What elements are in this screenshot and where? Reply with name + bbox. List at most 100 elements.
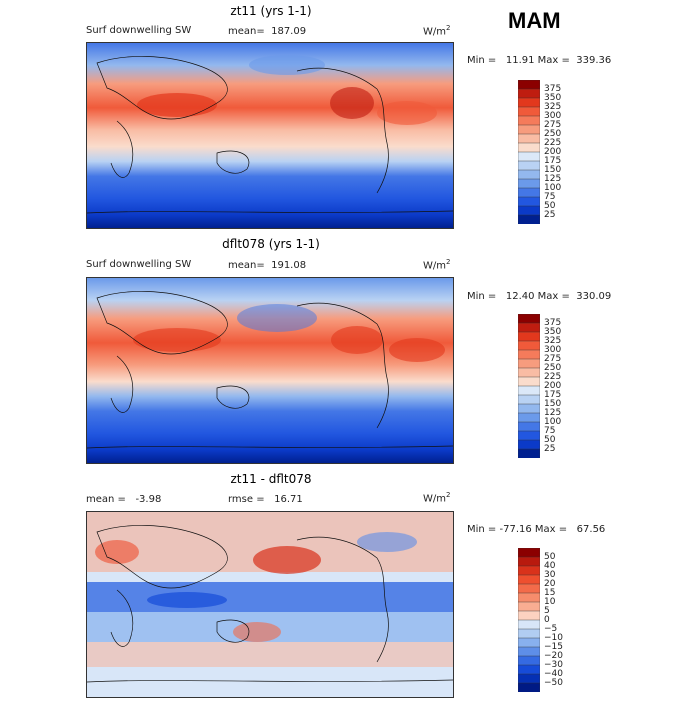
colorbar-tick-label: −10 — [544, 633, 563, 643]
colorbar-box-12 — [518, 655, 540, 666]
colorbar-tick-label: 50 — [544, 552, 556, 562]
colorbar-box-8 — [518, 385, 540, 396]
colorbar-box-1 — [518, 88, 540, 99]
colorbar-tick-label: 200 — [544, 147, 562, 157]
colorbar-tick-label: 100 — [544, 417, 562, 427]
panel-2-map — [86, 277, 454, 464]
panel-1-title: zt11 (yrs 1-1) — [230, 4, 312, 18]
colorbar-tick-label: −40 — [544, 669, 563, 679]
colorbar-tick-label: 250 — [544, 129, 562, 139]
colorbar-box-3 — [518, 574, 540, 585]
colorbar-tick-label: −20 — [544, 651, 563, 661]
colorbar-box-11 — [518, 178, 540, 189]
colorbar-tick-label: 300 — [544, 111, 562, 121]
colorbar-box-15 — [518, 682, 540, 692]
colorbar-tick-label: 325 — [544, 336, 562, 346]
panel-3-units: W/m2 — [423, 491, 450, 504]
colorbar-tick-label: 275 — [544, 120, 562, 130]
panel-1-units: W/m2 — [423, 24, 450, 37]
panel-3-colorbar — [518, 548, 540, 692]
panel-2-colorbar — [518, 314, 540, 458]
colorbar-tick-label: 50 — [544, 201, 556, 211]
colorbar-tick-label: 75 — [544, 192, 556, 202]
colorbar-box-8 — [518, 619, 540, 630]
panel-2-variable: Surf downwelling SW — [86, 259, 192, 270]
colorbar-box-4 — [518, 349, 540, 360]
panel-2-field — [86, 278, 454, 463]
colorbar-box-11 — [518, 412, 540, 423]
colorbar-tick-label: 325 — [544, 102, 562, 112]
panel-3-rmse: rmse = 16.71 — [228, 494, 303, 505]
colorbar-tick-label: −50 — [544, 678, 563, 688]
panel-3-minmax: Min = -77.16 Max = 67.56 — [467, 524, 606, 535]
colorbar-tick-label: 30 — [544, 570, 556, 580]
colorbar-box-0 — [518, 314, 540, 324]
panel-3-colorbar-boxes — [518, 548, 540, 692]
colorbar-tick-label: 275 — [544, 354, 562, 364]
colorbar-box-7 — [518, 376, 540, 387]
panel-3-title: zt11 - dflt078 — [230, 472, 312, 486]
colorbar-tick-label: 300 — [544, 345, 562, 355]
colorbar-tick-label: −30 — [544, 660, 563, 670]
colorbar-box-8 — [518, 151, 540, 162]
colorbar-tick-label: −15 — [544, 642, 563, 652]
colorbar-tick-label: 50 — [544, 435, 556, 445]
colorbar-tick-label: 200 — [544, 381, 562, 391]
colorbar-box-9 — [518, 628, 540, 639]
colorbar-tick-label: 100 — [544, 183, 562, 193]
panel-3-map — [86, 511, 454, 698]
panel-2-minmax: Min = 12.40 Max = 330.09 — [467, 291, 612, 302]
colorbar-box-3 — [518, 106, 540, 117]
colorbar-box-6 — [518, 367, 540, 378]
colorbar-box-10 — [518, 637, 540, 648]
colorbar-tick-label: 150 — [544, 399, 562, 409]
colorbar-tick-label: 15 — [544, 588, 556, 598]
colorbar-tick-label: 125 — [544, 174, 562, 184]
panel-3-units-base: W/m — [423, 493, 446, 505]
colorbar-box-14 — [518, 673, 540, 684]
colorbar-tick-label: 40 — [544, 561, 556, 571]
panel-2-units-sup: 2 — [446, 258, 451, 266]
colorbar-box-2 — [518, 565, 540, 576]
panel-1-units-sup: 2 — [446, 24, 451, 32]
season-label: MAM — [508, 8, 561, 33]
panel-2-mean: mean= 191.08 — [228, 260, 307, 271]
colorbar-tick-label: 175 — [544, 390, 562, 400]
colorbar-tick-label: 375 — [544, 84, 562, 94]
colorbar-tick-label: 75 — [544, 426, 556, 436]
colorbar-box-14 — [518, 439, 540, 450]
colorbar-box-7 — [518, 142, 540, 153]
colorbar-box-11 — [518, 646, 540, 657]
colorbar-box-9 — [518, 394, 540, 405]
colorbar-tick-label: 375 — [544, 318, 562, 328]
colorbar-box-13 — [518, 430, 540, 441]
panel-1-units-base: W/m — [423, 26, 446, 38]
colorbar-box-5 — [518, 358, 540, 369]
colorbar-box-12 — [518, 187, 540, 198]
colorbar-tick-label: −5 — [544, 624, 558, 634]
colorbar-tick-label: 25 — [544, 444, 556, 454]
colorbar-box-10 — [518, 169, 540, 180]
colorbar-box-5 — [518, 592, 540, 603]
panel-1-mean: mean= 187.09 — [228, 26, 307, 37]
colorbar-tick-label: 250 — [544, 363, 562, 373]
panel-1-minmax: Min = 11.91 Max = 339.36 — [467, 55, 612, 66]
panel-2-units: W/m2 — [423, 258, 450, 271]
colorbar-tick-label: 225 — [544, 372, 562, 382]
panel-2-title: dflt078 (yrs 1-1) — [222, 237, 320, 251]
colorbar-box-14 — [518, 205, 540, 216]
panel-1-field — [86, 43, 454, 228]
colorbar-tick-label: 175 — [544, 156, 562, 166]
colorbar-box-4 — [518, 583, 540, 594]
colorbar-tick-label: 25 — [544, 210, 556, 220]
panel-1-map — [86, 42, 454, 229]
colorbar-tick-label: 150 — [544, 165, 562, 175]
colorbar-box-4 — [518, 115, 540, 126]
colorbar-box-10 — [518, 403, 540, 414]
colorbar-tick-label: 10 — [544, 597, 556, 607]
colorbar-box-1 — [518, 322, 540, 333]
panel-3-units-sup: 2 — [446, 491, 451, 499]
panel-2-units-base: W/m — [423, 260, 446, 272]
colorbar-box-6 — [518, 133, 540, 144]
colorbar-tick-label: 350 — [544, 93, 562, 103]
